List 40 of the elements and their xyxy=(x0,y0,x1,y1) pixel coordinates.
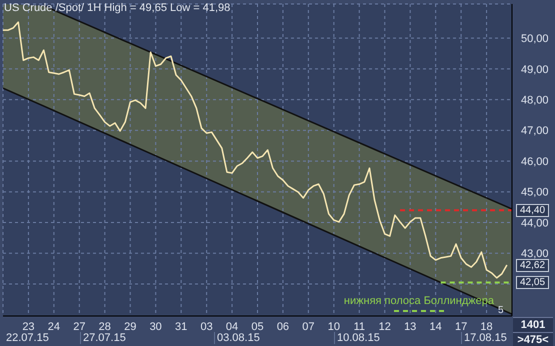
x-tick-label: 10 xyxy=(328,320,340,333)
x-tick-label: 03 xyxy=(200,320,213,333)
data-label: 44,40 xyxy=(516,204,550,218)
y-tick-label: 45,00 xyxy=(521,186,549,199)
x-tick-label: 28 xyxy=(98,320,111,333)
x-tick-label: 07 xyxy=(302,320,315,333)
x-tick-label: 24 xyxy=(48,320,60,333)
y-tick-label: 48,00 xyxy=(521,94,549,107)
y-tick-label: 43,00 xyxy=(521,248,549,260)
annotation: 5 xyxy=(498,305,504,317)
data-label: 42,05 xyxy=(516,276,550,290)
series-label: нижняя полоса Боллинджера xyxy=(344,295,494,307)
x-tick-label: 06 xyxy=(276,320,290,333)
x-tick-label: 11 xyxy=(354,320,366,333)
chart-title: US Crude /Spot/ 1H High = 49,65 Low = 41,98 xyxy=(4,2,230,14)
x-tick-label: 27 xyxy=(73,320,86,333)
x-tick-label: 29 xyxy=(124,320,136,333)
text: 1401 xyxy=(513,317,553,332)
x-tick-label: 12 xyxy=(378,320,391,333)
text: 27.07.15 xyxy=(80,332,126,344)
x-tick-label: 04 xyxy=(226,320,238,333)
y-tick-label: 50,00 xyxy=(521,33,549,46)
text: 22.07.15 xyxy=(6,332,49,344)
text: 17.08.15 xyxy=(461,332,507,344)
x-tick-label: 23 xyxy=(22,320,35,333)
y-tick-label: 49,00 xyxy=(521,64,549,76)
y-tick-label: 46,00 xyxy=(521,156,549,168)
data-label: 42,62 xyxy=(516,258,550,272)
x-tick-label: 05 xyxy=(251,320,264,333)
x-tick-label: 30 xyxy=(150,320,162,333)
text: 03.08.15 xyxy=(214,332,260,344)
x-tick-label: 14 xyxy=(430,320,442,333)
x-tick-label: 17 xyxy=(454,320,468,333)
text: 10.08.15 xyxy=(334,332,380,344)
x-tick-label: 31 xyxy=(175,320,188,333)
y-tick-label: 44,00 xyxy=(521,217,549,230)
x-tick-label: 18 xyxy=(480,320,493,333)
text: >475< xyxy=(513,332,553,346)
y-tick-label: 47,00 xyxy=(521,125,549,138)
x-tick-label: 13 xyxy=(404,320,416,333)
